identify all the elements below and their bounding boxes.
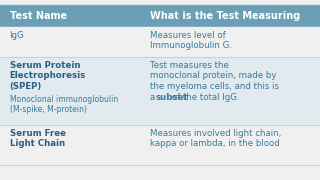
Text: subset: subset [155,93,188,102]
Text: of the total IgG.: of the total IgG. [169,93,240,102]
Text: Measures involved light chain,: Measures involved light chain, [150,129,282,138]
Bar [0,57,320,125]
Text: Serum Protein: Serum Protein [10,61,80,70]
Bar [0,125,320,165]
Text: Test Name: Test Name [10,11,67,21]
Text: Serum Free: Serum Free [10,129,66,138]
Text: IgG: IgG [10,31,24,40]
Text: the myeloma cells, and this is: the myeloma cells, and this is [150,82,279,91]
Text: monoclonal protein, made by: monoclonal protein, made by [150,71,277,80]
Text: Electrophoresis: Electrophoresis [10,71,86,80]
Bar [0,5,320,27]
Text: Monoclonal immunoglobulin: Monoclonal immunoglobulin [10,96,118,105]
Text: (M-spike, M-protein): (M-spike, M-protein) [10,105,87,114]
Text: Test measures the: Test measures the [150,61,229,70]
Text: a: a [150,93,158,102]
Text: Measures level of: Measures level of [150,31,226,40]
Text: kappa or lambda, in the blood: kappa or lambda, in the blood [150,140,280,148]
Text: (SPEP): (SPEP) [10,82,42,91]
Text: Immunoglobulin G.: Immunoglobulin G. [150,42,232,51]
Text: What is the Test Measuring: What is the Test Measuring [150,11,301,21]
Bar [0,27,320,57]
Text: Light Chain: Light Chain [10,140,65,148]
